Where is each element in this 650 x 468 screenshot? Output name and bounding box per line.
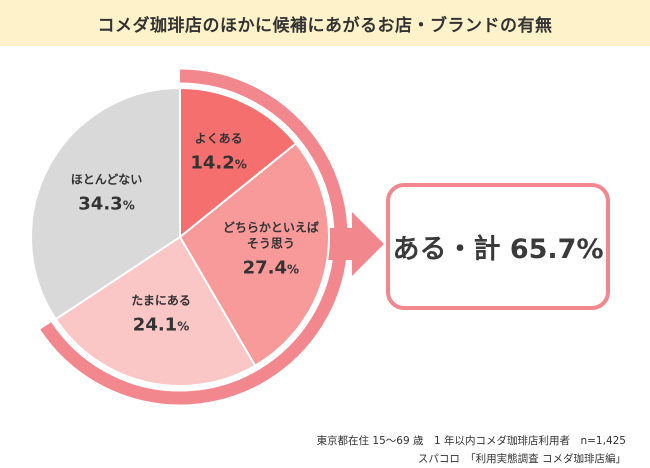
slice-value: 24.1% (133, 314, 189, 335)
footnote-source: スパコロ 「利用実態調査 コメダ珈琲店編」 (417, 453, 626, 465)
group-ring-layer (40, 69, 384, 405)
arrow-icon (328, 212, 384, 276)
slice-value: 27.4% (243, 258, 299, 279)
summary-text: ある・計 65.7% (392, 234, 604, 265)
slice-label: たまにある (131, 293, 191, 307)
group-ring (40, 69, 348, 405)
pie-slice (178, 142, 330, 368)
footnote-sample: 東京都在住 15～69 歳 1 年以内コメダ珈琲店利用者 n=1,425 (316, 435, 626, 447)
slice-label: よくある (195, 131, 243, 145)
summary-box: ある・計 65.7% (386, 183, 610, 310)
slice-label: そう思う (247, 237, 295, 251)
title-bar: コメダ珈琲店のほかに候補にあがるお店・ブランドの有無 (0, 0, 650, 46)
pie-slice (30, 86, 181, 321)
slice-label: ほとんどない (71, 172, 142, 186)
slice-label: どちらかといえば (223, 220, 319, 235)
pie-slice (54, 235, 257, 387)
slice-value: 14.2% (190, 152, 246, 173)
pie-slice (179, 86, 298, 240)
slice-value: 34.3% (78, 193, 134, 214)
chart-title: コメダ珈琲店のほかに候補にあがるお店・ブランドの有無 (97, 15, 553, 36)
slice-layer (30, 86, 330, 387)
